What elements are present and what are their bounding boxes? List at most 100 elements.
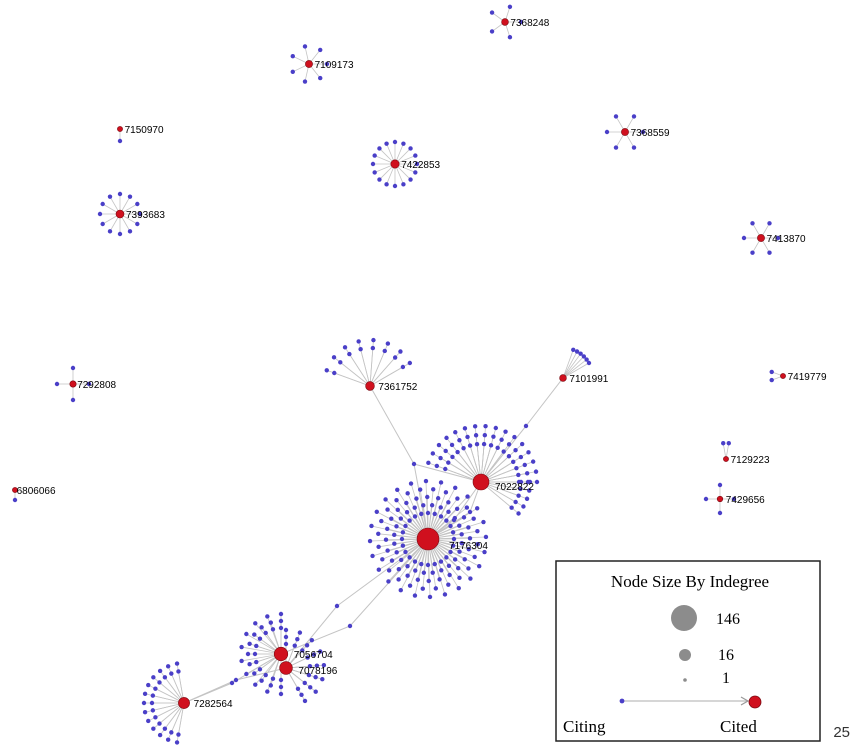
citing-paper-node xyxy=(295,636,300,642)
citing-paper-node xyxy=(414,496,419,501)
citing-paper-node xyxy=(320,677,325,682)
citing-paper-node xyxy=(717,510,723,516)
citing-paper-node xyxy=(506,454,512,459)
citing-paper-node xyxy=(571,347,576,353)
cited-paper-node xyxy=(757,234,765,242)
citing-paper-node xyxy=(507,35,513,40)
citing-paper-node xyxy=(448,549,453,555)
citing-paper-node xyxy=(377,177,382,182)
citing-paper-node xyxy=(254,643,259,649)
citation-edge xyxy=(562,353,581,379)
node-layer xyxy=(12,4,786,745)
citing-paper-node xyxy=(412,593,418,598)
citation-edge xyxy=(562,349,574,379)
citing-paper-node xyxy=(383,537,389,542)
node-label: 7419779 xyxy=(788,372,827,383)
citing-paper-node xyxy=(407,555,412,560)
citing-paper-node xyxy=(252,671,257,676)
citing-paper-node xyxy=(518,454,524,460)
citing-paper-node xyxy=(503,429,508,434)
citing-paper-node xyxy=(324,368,329,373)
citing-paper-node xyxy=(392,355,398,360)
bridge-edge xyxy=(285,605,338,669)
citing-paper-node xyxy=(466,546,471,552)
citing-paper-node xyxy=(471,516,476,521)
citing-paper-node xyxy=(257,636,263,641)
citing-paper-node xyxy=(86,381,92,387)
citing-paper-node xyxy=(12,497,18,503)
citing-paper-node xyxy=(404,500,409,506)
citing-paper-node xyxy=(640,129,646,135)
citing-paper-node xyxy=(252,632,257,637)
citing-paper-node xyxy=(489,29,495,34)
bridge-edge xyxy=(183,679,237,704)
citing-paper-node xyxy=(252,651,258,657)
citing-paper-node xyxy=(413,170,418,175)
citing-paper-node xyxy=(443,466,448,472)
citing-paper-node xyxy=(290,69,295,75)
citing-paper-node xyxy=(408,146,413,151)
citing-paper-node xyxy=(530,459,536,464)
citing-paper-node xyxy=(135,221,140,227)
citing-paper-node xyxy=(308,685,313,690)
citing-paper-node xyxy=(448,523,453,529)
node-label: 7056704 xyxy=(294,650,333,661)
citing-paper-node xyxy=(278,677,284,683)
citing-paper-node xyxy=(157,721,162,726)
cited-paper-node xyxy=(716,495,724,503)
citing-paper-node xyxy=(367,538,373,544)
citing-paper-node xyxy=(358,346,363,352)
citing-paper-node xyxy=(245,651,251,657)
bridge-edge xyxy=(413,463,482,483)
citing-paper-node xyxy=(165,664,171,669)
node-label: 7282564 xyxy=(194,699,233,710)
citing-paper-node xyxy=(509,505,514,510)
citing-paper-node xyxy=(413,153,418,158)
citing-paper-node xyxy=(100,221,105,227)
citing-paper-node xyxy=(519,441,525,447)
citing-paper-node xyxy=(501,449,506,454)
citing-paper-node xyxy=(477,564,482,569)
cited-paper-node xyxy=(365,381,375,391)
citing-paper-node xyxy=(295,686,301,691)
citing-paper-node xyxy=(516,511,521,516)
citing-paper-node xyxy=(403,523,408,529)
citing-paper-node xyxy=(176,669,181,674)
citing-paper-node xyxy=(141,700,147,706)
node-label: 7393683 xyxy=(126,210,165,221)
citing-paper-node xyxy=(146,718,151,724)
citing-paper-node xyxy=(394,524,399,529)
citing-paper-node xyxy=(401,182,406,187)
citing-paper-node xyxy=(371,337,376,343)
bridge-edge xyxy=(413,463,429,540)
citing-paper-node xyxy=(465,434,470,440)
citing-paper-node xyxy=(372,170,377,175)
citing-paper-node xyxy=(524,471,530,476)
legend-size-medium xyxy=(679,649,691,661)
citing-paper-node xyxy=(527,488,532,493)
citing-paper-node xyxy=(454,506,460,511)
citing-paper-node xyxy=(376,567,382,572)
citing-paper-node xyxy=(157,668,163,674)
citing-paper-node xyxy=(374,509,379,514)
citing-paper-node xyxy=(107,229,113,234)
citing-paper-node xyxy=(526,450,531,455)
node-label: 7413870 xyxy=(767,234,806,245)
citing-paper-node xyxy=(239,644,244,650)
citing-paper-node xyxy=(483,534,489,540)
citing-paper-node xyxy=(70,397,76,403)
citing-paper-node xyxy=(413,568,418,573)
node-label: 7361752 xyxy=(378,382,417,393)
citing-paper-node xyxy=(513,447,518,453)
citing-paper-node xyxy=(429,503,435,508)
citing-paper-node xyxy=(444,555,449,560)
citing-paper-node xyxy=(142,691,148,696)
citing-paper-node xyxy=(447,572,452,578)
citing-paper-node xyxy=(394,497,399,503)
node-label: 7176304 xyxy=(449,541,488,552)
citing-paper-node xyxy=(376,531,381,536)
citing-paper-node xyxy=(247,661,252,667)
citing-paper-node xyxy=(399,557,404,563)
citing-paper-node xyxy=(380,557,385,562)
citing-paper-node xyxy=(421,503,426,508)
